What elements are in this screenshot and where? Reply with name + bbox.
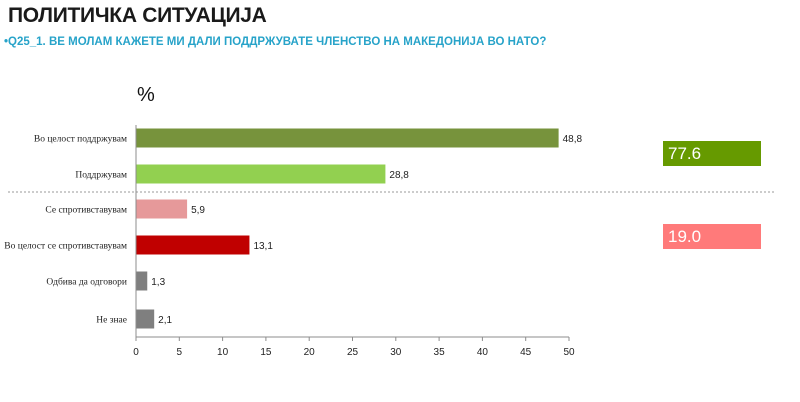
category-label: Поддржувам [75,171,127,181]
bar [136,271,148,291]
unit-label: % [137,84,155,106]
x-tick-label: 25 [347,347,359,358]
x-tick-label: 10 [217,347,229,358]
bar [136,128,559,148]
x-tick-label: 20 [304,347,316,358]
x-tick-label: 50 [563,347,575,358]
category-label: Во целост поддржувам [34,135,127,145]
x-tick-label: 30 [390,347,402,358]
question-subtitle: •Q25_1. ВЕ МОЛАМ КАЖЕТЕ МИ ДАЛИ ПОДДРЖУВ… [4,36,547,48]
bar [136,164,386,184]
x-tick-label: 35 [434,347,446,358]
x-tick-label: 5 [177,347,183,358]
value-label: 1,3 [151,277,165,288]
category-label: Одбива да одговори [46,277,127,288]
value-label: 28,8 [389,170,409,181]
page-title: ПОЛИТИЧКА СИТУАЦИЈА [8,4,267,27]
bar [136,199,188,219]
x-tick-label: 0 [133,347,139,358]
category-label: Во целост се спротивставувам [4,242,127,252]
x-tick-label: 15 [260,347,272,358]
value-label: 5,9 [191,205,205,216]
category-label: Не знае [96,316,127,326]
bar [136,309,155,329]
bar [136,235,250,255]
x-tick-label: 40 [477,347,489,358]
value-label: 13,1 [253,241,273,252]
value-label: 2,1 [158,315,172,326]
value-label: 48,8 [563,134,583,145]
category-label: Се спротивставувам [45,206,127,216]
x-tick-label: 45 [520,347,532,358]
oppose-total-box: 19.0 [663,224,761,249]
support-total-box: 77.6 [663,141,761,166]
